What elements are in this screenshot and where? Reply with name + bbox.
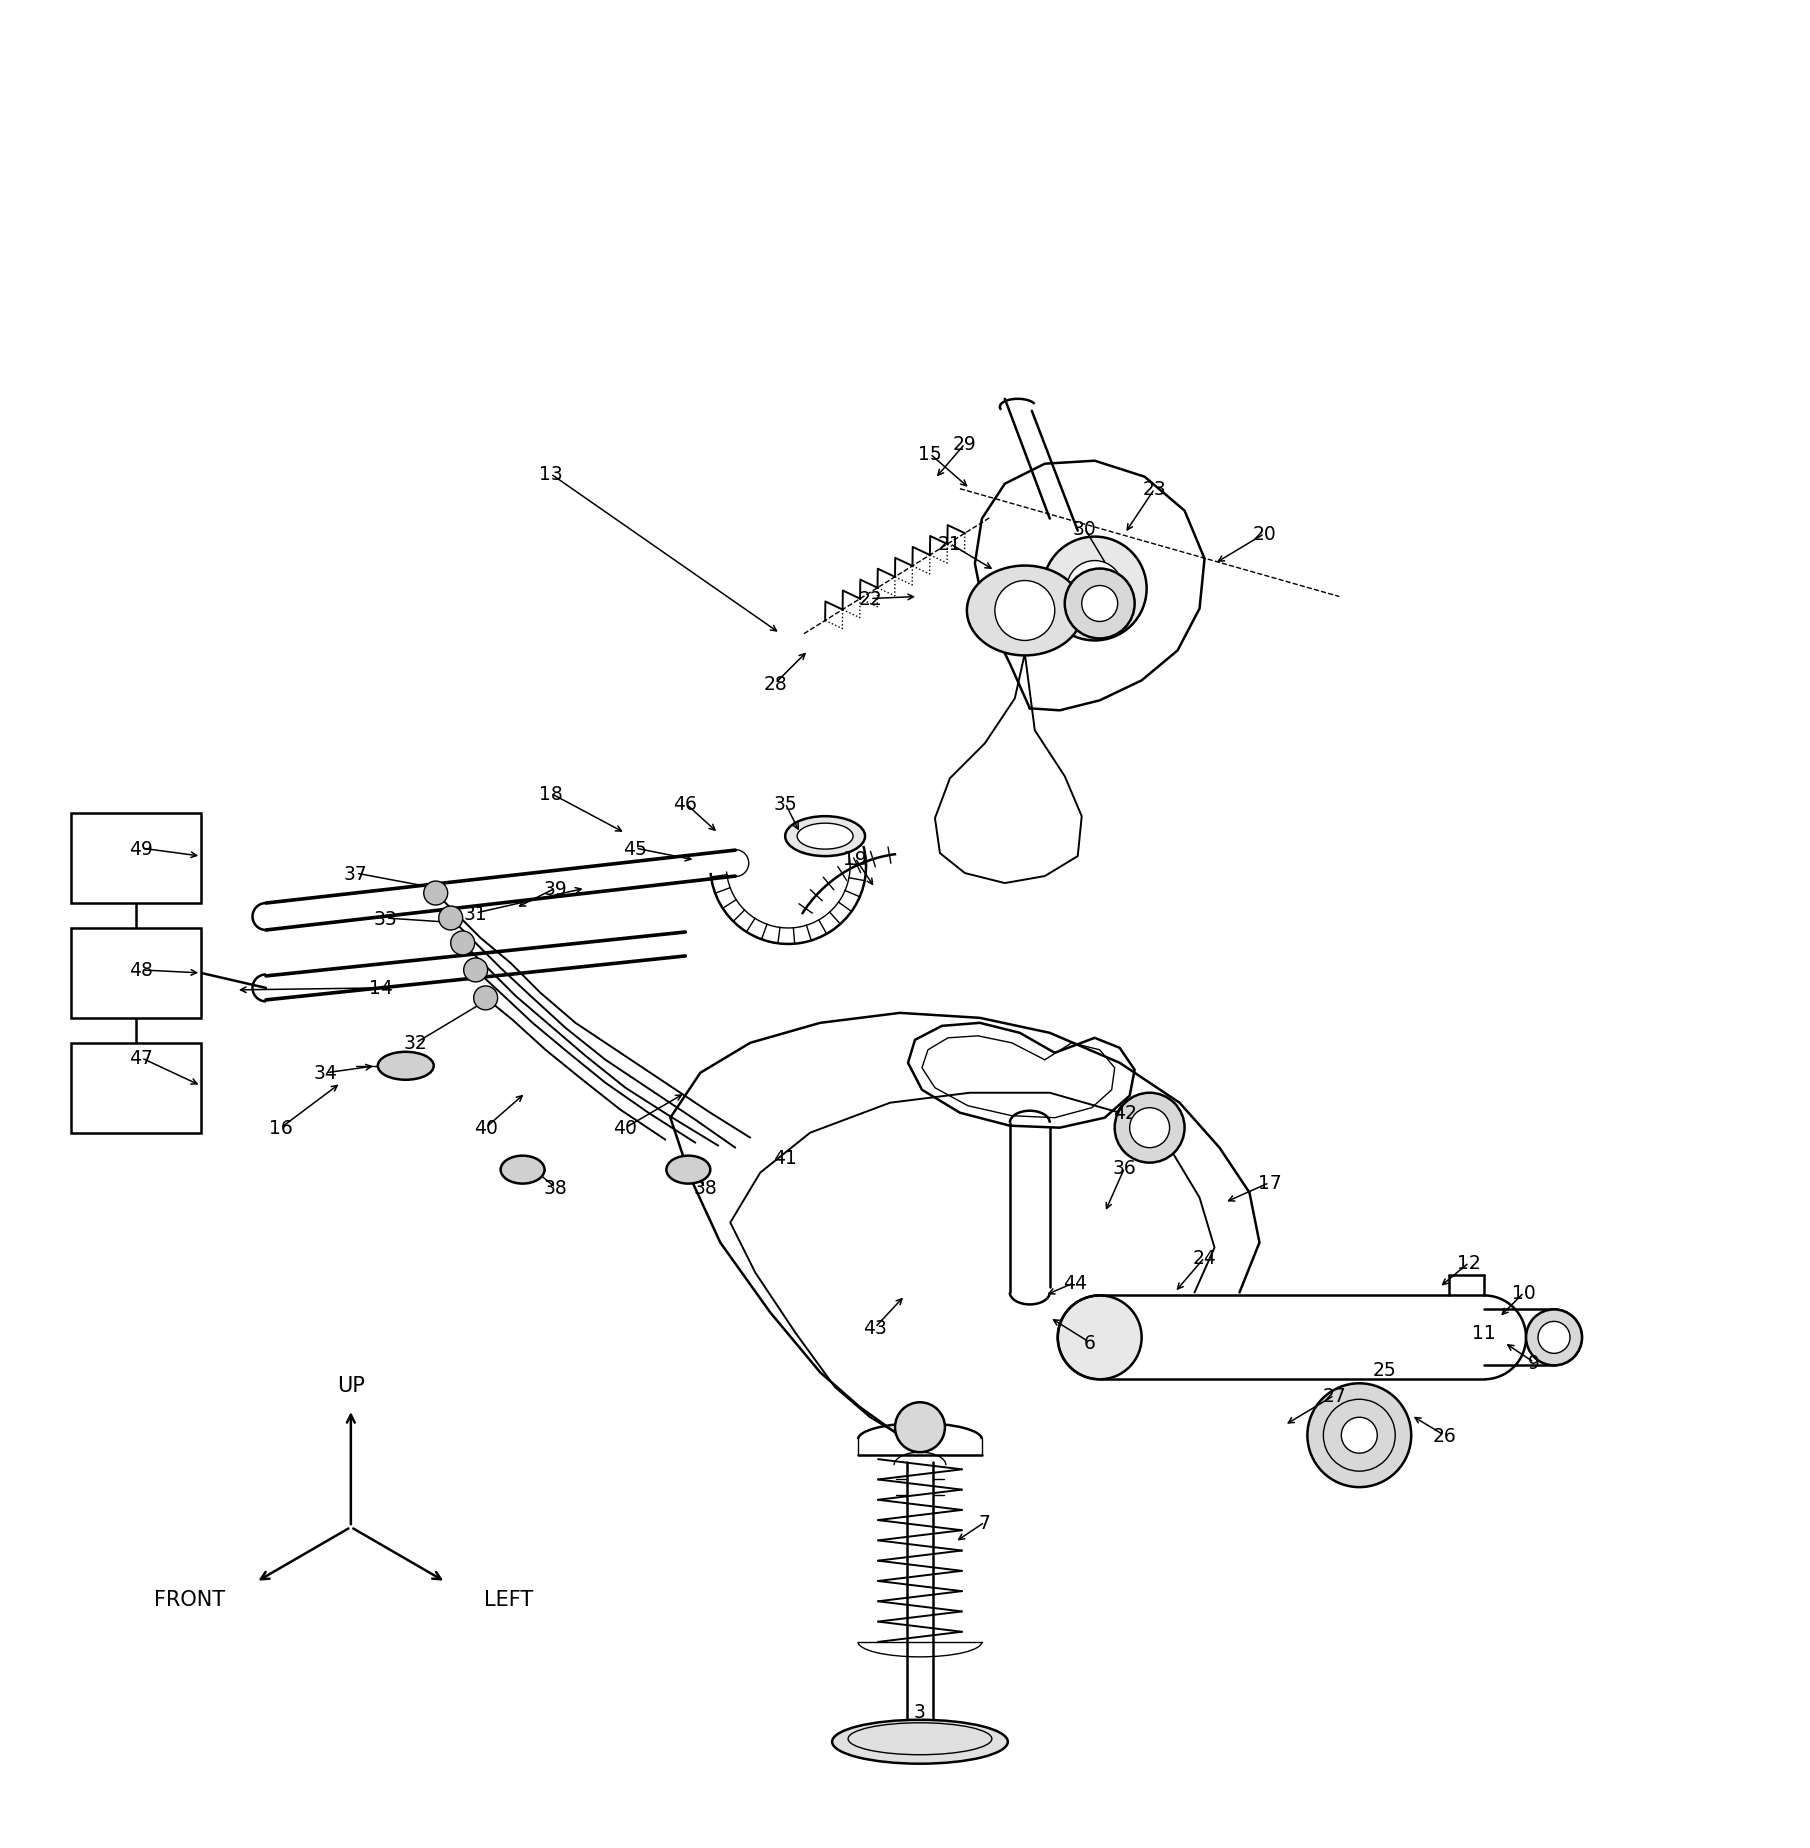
Text: 28: 28 xyxy=(764,675,787,693)
Circle shape xyxy=(1082,586,1117,623)
Text: 15: 15 xyxy=(918,445,941,464)
Circle shape xyxy=(996,582,1055,641)
Text: 21: 21 xyxy=(938,534,961,554)
Text: 32: 32 xyxy=(404,1033,427,1053)
Text: 13: 13 xyxy=(539,466,563,484)
Circle shape xyxy=(1341,1417,1377,1453)
Circle shape xyxy=(474,987,498,1011)
Ellipse shape xyxy=(786,817,865,857)
Ellipse shape xyxy=(796,824,853,850)
Circle shape xyxy=(438,907,463,931)
Ellipse shape xyxy=(666,1157,710,1185)
Ellipse shape xyxy=(833,1720,1008,1763)
Text: FRONT: FRONT xyxy=(154,1589,224,1610)
Text: 25: 25 xyxy=(1372,1360,1396,1379)
Text: 35: 35 xyxy=(773,795,796,813)
Ellipse shape xyxy=(1057,1295,1142,1380)
Text: 17: 17 xyxy=(1258,1173,1281,1192)
Text: 48: 48 xyxy=(129,961,154,979)
Text: 16: 16 xyxy=(270,1118,293,1138)
Text: 46: 46 xyxy=(673,795,697,813)
Circle shape xyxy=(451,931,474,955)
Circle shape xyxy=(1115,1094,1184,1162)
Text: 18: 18 xyxy=(539,784,563,804)
Text: 41: 41 xyxy=(773,1148,796,1168)
Text: 38: 38 xyxy=(693,1179,717,1198)
Text: 44: 44 xyxy=(1062,1273,1086,1292)
Text: 29: 29 xyxy=(954,434,977,455)
Text: 49: 49 xyxy=(129,839,154,857)
Text: 34: 34 xyxy=(313,1064,338,1083)
Circle shape xyxy=(424,881,447,906)
Bar xyxy=(71,928,201,1018)
Text: 14: 14 xyxy=(369,979,393,998)
Circle shape xyxy=(1043,538,1146,641)
Text: 37: 37 xyxy=(344,865,367,883)
Ellipse shape xyxy=(849,1722,992,1756)
Ellipse shape xyxy=(1307,1384,1412,1488)
Text: 11: 11 xyxy=(1472,1323,1497,1342)
Text: 39: 39 xyxy=(543,880,567,898)
Ellipse shape xyxy=(967,565,1082,656)
Text: 9: 9 xyxy=(1528,1353,1540,1371)
Text: 40: 40 xyxy=(474,1118,498,1138)
Text: 23: 23 xyxy=(1142,480,1166,499)
Bar xyxy=(71,813,201,904)
Text: 38: 38 xyxy=(543,1179,567,1198)
Text: 10: 10 xyxy=(1511,1283,1537,1303)
Ellipse shape xyxy=(378,1052,434,1081)
Text: 22: 22 xyxy=(858,590,881,608)
Circle shape xyxy=(463,959,487,983)
Text: 42: 42 xyxy=(1113,1103,1137,1122)
Text: 33: 33 xyxy=(375,909,398,928)
Text: 6: 6 xyxy=(1084,1332,1095,1353)
Text: UP: UP xyxy=(337,1375,366,1395)
Text: 7: 7 xyxy=(979,1514,990,1532)
Text: 40: 40 xyxy=(614,1118,637,1138)
Circle shape xyxy=(1064,569,1135,639)
Text: 19: 19 xyxy=(843,848,867,869)
Text: LEFT: LEFT xyxy=(483,1589,534,1610)
Text: 3: 3 xyxy=(914,1702,927,1720)
Text: 26: 26 xyxy=(1432,1427,1455,1445)
Text: 20: 20 xyxy=(1253,525,1276,543)
Text: 27: 27 xyxy=(1323,1386,1347,1404)
Text: 36: 36 xyxy=(1113,1159,1137,1177)
Text: 30: 30 xyxy=(1073,519,1097,540)
Circle shape xyxy=(894,1403,945,1453)
Ellipse shape xyxy=(501,1157,545,1185)
Circle shape xyxy=(1129,1109,1169,1148)
Text: 47: 47 xyxy=(129,1048,154,1068)
Bar xyxy=(71,1044,201,1133)
Circle shape xyxy=(1538,1321,1569,1353)
Text: 45: 45 xyxy=(623,839,648,857)
Circle shape xyxy=(1066,562,1122,617)
Text: 43: 43 xyxy=(863,1318,887,1338)
Ellipse shape xyxy=(1526,1310,1582,1366)
Text: 24: 24 xyxy=(1193,1247,1216,1268)
Text: 12: 12 xyxy=(1457,1253,1481,1271)
Text: 31: 31 xyxy=(463,904,487,922)
